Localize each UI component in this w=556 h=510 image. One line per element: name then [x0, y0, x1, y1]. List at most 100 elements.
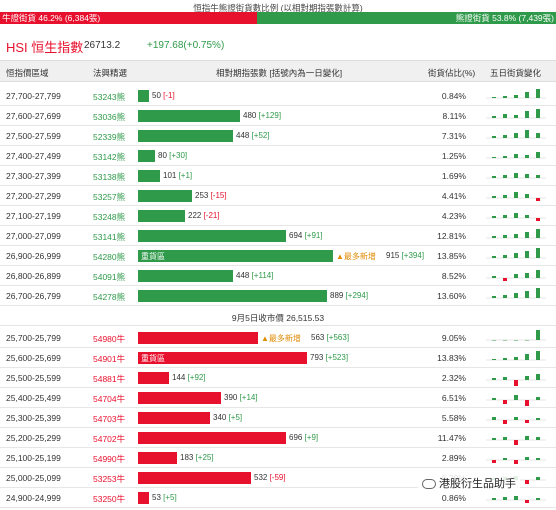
volume-bar: [138, 332, 258, 344]
sparkline-bar: [525, 273, 529, 278]
volume-number: 253: [195, 191, 211, 200]
volume-change: [+129]: [258, 111, 282, 120]
sparkline-bar: [514, 293, 518, 298]
warrant-code-link[interactable]: 53250牛: [93, 494, 126, 504]
table-row[interactable]: 27,600-27,699 53036熊 480 [+129] 8.11%: [0, 106, 556, 126]
warrant-code-link[interactable]: 54901牛: [93, 354, 126, 364]
volume-number: 390: [224, 393, 240, 402]
volume-change: [+5]: [228, 413, 243, 422]
table-row[interactable]: 26,900-26,999 54280熊 重貨區 ▲最多新增 915 [+394] 13.…: [0, 246, 556, 266]
volume-bar: [138, 492, 149, 504]
volume-number: 694: [289, 231, 305, 240]
volume-number: 50: [152, 91, 164, 100]
warrant-code-link[interactable]: 54980牛: [93, 334, 126, 344]
table-row[interactable]: 27,000-27,099 53141熊 694 [+91] 12.81%: [0, 226, 556, 246]
bull-share-segment: 牛證街貨 46.2% (6,384張): [0, 12, 257, 24]
volume-value: 694 [+91]: [289, 231, 323, 240]
sparkline-bar: [492, 256, 496, 258]
volume-change: [+394]: [401, 251, 425, 260]
five-day-sparkline: [486, 351, 546, 361]
table-row[interactable]: 27,300-27,399 53138熊 101 [+1] 1.69%: [0, 166, 556, 186]
volume-value: 390 [+14]: [224, 393, 258, 402]
price-range: 26,800-26,899: [6, 271, 61, 281]
header-spark: 五日街貨變化: [490, 68, 542, 78]
sparkline-bar: [503, 497, 507, 500]
price-range: 27,200-27,299: [6, 191, 61, 201]
volume-change: [+30]: [169, 151, 188, 160]
sparkline-bar: [503, 437, 507, 440]
warrant-code-link[interactable]: 53253牛: [93, 474, 126, 484]
table-row[interactable]: 27,700-27,799 53243熊 50 [-1] 0.84%: [0, 86, 556, 106]
warrant-code-link[interactable]: 52339熊: [93, 132, 126, 142]
sparkline-bar: [525, 376, 529, 380]
table-row[interactable]: 25,100-25,199 54990牛 183 [+25] 2.89%: [0, 448, 556, 468]
sparkline-bar: [514, 115, 518, 118]
sparkline-bar: [492, 97, 496, 98]
table-row[interactable]: 27,100-27,199 53248熊 222 [-21] 4.23%: [0, 206, 556, 226]
volume-value: 793 [+523]: [310, 353, 348, 362]
table-row[interactable]: 26,700-26,799 54278熊 889 [+294] 13.60%: [0, 286, 556, 306]
share-percent: 1.69%: [441, 171, 466, 181]
warrant-code-link[interactable]: 54702牛: [93, 434, 126, 444]
heavy-zone-label: 重貨區: [141, 354, 165, 363]
volume-change: [+5]: [163, 493, 177, 502]
warrant-code-link[interactable]: 54091熊: [93, 272, 126, 282]
price-range: 25,600-25,699: [6, 353, 61, 363]
table-row[interactable]: 25,500-25,599 54881牛 144 [+92] 2.32%: [0, 368, 556, 388]
sparkline-bar: [525, 500, 529, 503]
warrant-code-link[interactable]: 53257熊: [93, 192, 126, 202]
volume-bar: 重貨區: [138, 352, 307, 364]
warrant-code-link[interactable]: 53248熊: [93, 212, 126, 222]
sparkline-bar: [514, 417, 518, 420]
table-row[interactable]: 24,900-24,999 53250牛 53 [+5] 0.86%: [0, 488, 556, 508]
sparkline-bar: [536, 89, 540, 98]
table-row[interactable]: 25,300-25,399 54703牛 340 [+5] 5.58%: [0, 408, 556, 428]
sparkline-bar: [536, 437, 540, 440]
volume-change: [-21]: [203, 211, 220, 220]
warrant-code-link[interactable]: 53138熊: [93, 172, 126, 182]
sparkline-bar: [536, 477, 540, 480]
warrant-code-link[interactable]: 53243熊: [93, 92, 126, 102]
table-row[interactable]: 25,700-25,799 54980牛 ▲最多新增 563 [+563] 9.05%: [0, 328, 556, 348]
warrant-code-link[interactable]: 53141熊: [93, 232, 126, 242]
warrant-code-link[interactable]: 54280熊: [93, 252, 126, 262]
sparkline-bar: [525, 291, 529, 298]
table-row[interactable]: 27,400-27,499 53142熊 80 [+30] 1.25%: [0, 146, 556, 166]
table-row[interactable]: 25,200-25,299 54702牛 696 [+9] 11.47%: [0, 428, 556, 448]
sparkline-bar: [536, 175, 540, 178]
warrant-code-link[interactable]: 54703牛: [93, 414, 126, 424]
index-name: HSI 恒生指數: [6, 40, 84, 55]
volume-bar: [138, 392, 221, 404]
warrant-code-link[interactable]: 54990牛: [93, 454, 126, 464]
table-row[interactable]: 27,500-27,599 52339熊 448 [+52] 7.31%: [0, 126, 556, 146]
watermark-text: 港股衍生品助手: [439, 478, 516, 490]
sparkline-bar: [503, 295, 507, 298]
five-day-sparkline: [486, 152, 546, 159]
sparkline-bar: [514, 496, 518, 500]
table-row[interactable]: 25,600-25,699 54901牛 重貨區 793 [+523] 13.83%: [0, 348, 556, 368]
volume-change: [+563]: [326, 333, 350, 342]
volume-number: 563: [311, 333, 327, 342]
index-title-bar: HSI 恒生指數 26713.2 +197.68(+0.75%): [0, 34, 556, 56]
warrant-code-link[interactable]: 54278熊: [93, 292, 126, 302]
volume-bar: [138, 90, 149, 102]
table-row[interactable]: 25,400-25,499 54704牛 390 [+14] 6.51%: [0, 388, 556, 408]
warrant-code-link[interactable]: 54881牛: [93, 374, 126, 384]
sparkline-bar: [525, 130, 529, 138]
sparkline-bar: [503, 96, 507, 98]
share-percent: 9.05%: [441, 333, 466, 343]
warrant-code-link[interactable]: 54704牛: [93, 394, 126, 404]
sparkline-bar: [503, 255, 507, 258]
sparkline-bar: [536, 109, 540, 118]
sparkline-bar: [525, 340, 529, 341]
volume-bar: [138, 472, 251, 484]
volume-change: [+92]: [187, 373, 206, 382]
table-row[interactable]: 27,200-27,299 53257熊 253 [-15] 4.41%: [0, 186, 556, 206]
volume-change: [-59]: [269, 473, 286, 482]
warrant-code-link[interactable]: 53142熊: [93, 152, 126, 162]
warrant-code-link[interactable]: 53036熊: [93, 112, 126, 122]
ratio-caption: 恒指牛熊證街貨數比例 (以相對期指張數計算): [193, 3, 363, 13]
sparkline-bar: [536, 351, 540, 360]
sparkline-bar: [536, 458, 540, 460]
table-row[interactable]: 26,800-26,899 54091熊 448 [+114] 8.52%: [0, 266, 556, 286]
